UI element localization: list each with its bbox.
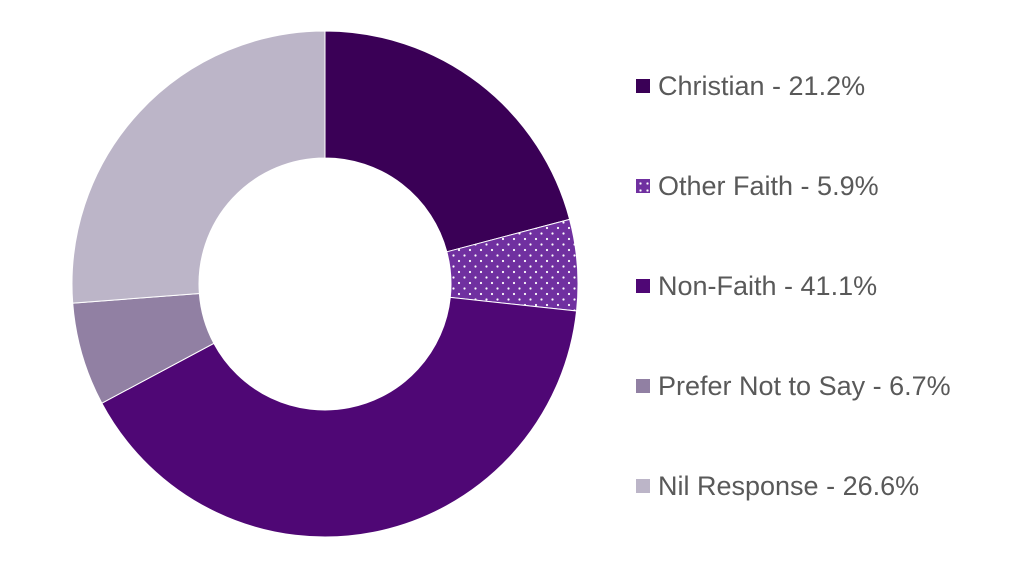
legend-label-prefer-not-to-say: Prefer Not to Say - 6.7% (658, 371, 951, 401)
chart-legend: Christian - 21.2% Other Faith - 5.9% Non… (636, 62, 951, 562)
legend-swatch-christian (636, 79, 650, 93)
slice-christian (324, 30, 571, 253)
legend-item-other-faith: Other Faith - 5.9% (636, 162, 951, 262)
legend-item-christian: Christian - 21.2% (636, 62, 951, 162)
legend-item-prefer-not-to-say: Prefer Not to Say - 6.7% (636, 362, 951, 462)
slice-non-faith (101, 296, 578, 538)
legend-swatch-prefer-not-to-say (636, 379, 650, 393)
legend-swatch-other-faith (636, 179, 650, 193)
legend-label-non-faith: Non-Faith - 41.1% (658, 271, 878, 301)
donut-slices (71, 30, 579, 538)
legend-label-nil-response: Nil Response - 26.6% (658, 471, 920, 501)
legend-item-nil-response: Nil Response - 26.6% (636, 462, 951, 562)
legend-swatch-nil-response (636, 479, 650, 493)
legend-item-non-faith: Non-Faith - 41.1% (636, 262, 951, 362)
legend-swatch-non-faith (636, 279, 650, 293)
slice-nil-response (71, 30, 326, 304)
legend-label-christian: Christian - 21.2% (658, 71, 866, 101)
legend-label-other-faith: Other Faith - 5.9% (658, 171, 879, 201)
